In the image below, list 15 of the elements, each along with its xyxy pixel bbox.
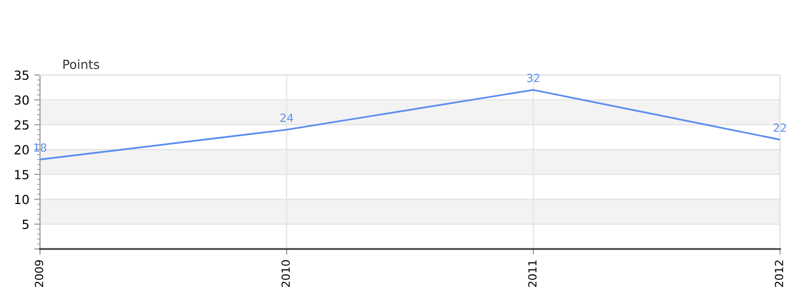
y-tick-label: 5: [22, 220, 28, 230]
y-tick-label: 25: [14, 120, 28, 130]
x-tick-label: 2010: [281, 260, 290, 287]
data-label: 24: [280, 114, 294, 122]
x-tick-label: 2011: [528, 260, 537, 287]
y-tick-label: 35: [14, 70, 28, 80]
y-tick-label: 15: [15, 170, 28, 180]
x-tick-label: 2012: [774, 260, 784, 287]
y-axis-title: Points: [63, 59, 100, 70]
y-tick-label: 20: [14, 145, 29, 154]
y-tick-label: 30: [14, 95, 29, 105]
data-label: 32: [527, 74, 540, 82]
y-tick-label: 10: [15, 194, 29, 204]
data-label: 22: [774, 124, 786, 132]
x-tick-label: 2009: [34, 260, 44, 287]
